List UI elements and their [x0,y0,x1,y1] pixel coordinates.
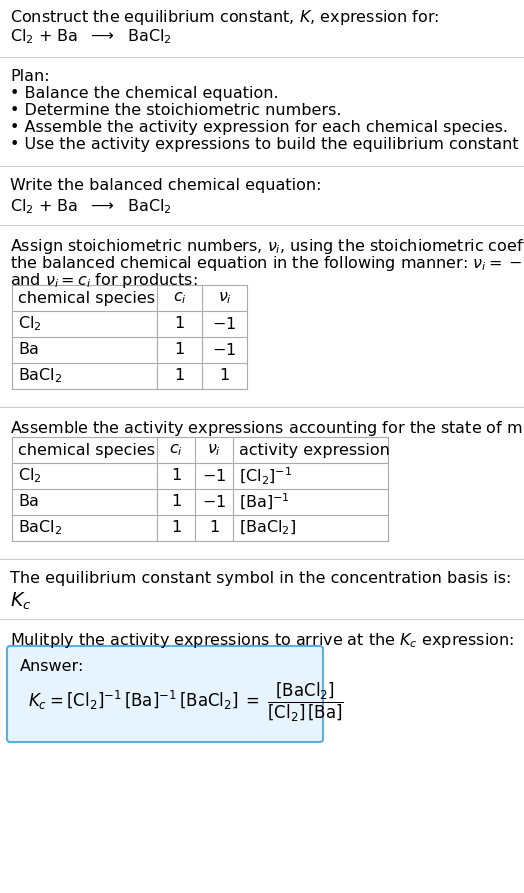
Text: chemical species: chemical species [18,290,155,305]
Text: 1: 1 [171,495,181,510]
Text: $[\mathrm{Cl_2}]^{-1}$: $[\mathrm{Cl_2}]^{-1}$ [239,465,292,487]
Text: $K_c$: $K_c$ [10,591,31,613]
Text: $\nu_i$: $\nu_i$ [217,290,232,305]
Text: $c_i$: $c_i$ [169,442,183,458]
Text: chemical species: chemical species [18,443,155,457]
Text: 1: 1 [171,521,181,536]
Text: Plan:: Plan: [10,69,50,84]
Text: $\mathrm{Cl_2}$: $\mathrm{Cl_2}$ [18,314,42,333]
Text: $\mathrm{Cl_2}$ + Ba  $\longrightarrow$  $\mathrm{BaCl_2}$: $\mathrm{Cl_2}$ + Ba $\longrightarrow$ $… [10,27,172,46]
Text: $[\mathrm{Ba}]^{-1}$: $[\mathrm{Ba}]^{-1}$ [239,492,290,512]
Text: $\mathrm{Cl_2}$: $\mathrm{Cl_2}$ [18,467,42,486]
Text: the balanced chemical equation in the following manner: $\nu_i = -c_i$ for react: the balanced chemical equation in the fo… [10,254,524,273]
Text: $c_i$: $c_i$ [172,290,187,305]
Text: $\mathrm{Cl_2}$ + Ba  $\longrightarrow$  $\mathrm{BaCl_2}$: $\mathrm{Cl_2}$ + Ba $\longrightarrow$ $… [10,197,172,216]
Text: • Assemble the activity expression for each chemical species.: • Assemble the activity expression for e… [10,120,508,135]
Text: Assign stoichiometric numbers, $\nu_i$, using the stoichiometric coefficients, $: Assign stoichiometric numbers, $\nu_i$, … [10,237,524,256]
Text: Write the balanced chemical equation:: Write the balanced chemical equation: [10,178,322,193]
Text: Construct the equilibrium constant, $K$, expression for:: Construct the equilibrium constant, $K$,… [10,8,439,27]
Text: • Use the activity expressions to build the equilibrium constant expression.: • Use the activity expressions to build … [10,137,524,152]
Text: $-1$: $-1$ [202,468,226,484]
Text: and $\nu_i = c_i$ for products:: and $\nu_i = c_i$ for products: [10,271,198,290]
Text: • Balance the chemical equation.: • Balance the chemical equation. [10,86,279,101]
Text: $\mathrm{BaCl_2}$: $\mathrm{BaCl_2}$ [18,519,62,538]
Text: Ba: Ba [18,495,39,510]
Text: 1: 1 [171,469,181,483]
Text: Ba: Ba [18,343,39,357]
Text: • Determine the stoichiometric numbers.: • Determine the stoichiometric numbers. [10,103,342,118]
Text: 1: 1 [174,316,184,331]
FancyBboxPatch shape [7,646,323,742]
Text: $-1$: $-1$ [202,494,226,510]
Text: 1: 1 [220,369,230,383]
Text: Assemble the activity expressions accounting for the state of matter and $\nu_i$: Assemble the activity expressions accoun… [10,419,524,438]
Text: $\mathrm{BaCl_2}$: $\mathrm{BaCl_2}$ [18,367,62,386]
Text: $-1$: $-1$ [212,342,236,358]
Text: 1: 1 [174,343,184,357]
Text: $-1$: $-1$ [212,316,236,332]
Text: 1: 1 [209,521,219,536]
Text: $K_c = [\mathrm{Cl_2}]^{-1}\,[\mathrm{Ba}]^{-1}\,[\mathrm{BaCl_2}]$$\; = \; \dfr: $K_c = [\mathrm{Cl_2}]^{-1}\,[\mathrm{Ba… [28,681,344,724]
Text: 1: 1 [174,369,184,383]
Text: $\nu_i$: $\nu_i$ [207,442,221,458]
Text: activity expression: activity expression [239,443,390,457]
Text: Answer:: Answer: [20,659,84,674]
Text: $[\mathrm{BaCl_2}]$: $[\mathrm{BaCl_2}]$ [239,519,296,538]
Text: Mulitply the activity expressions to arrive at the $K_c$ expression:: Mulitply the activity expressions to arr… [10,631,514,650]
Text: The equilibrium constant symbol in the concentration basis is:: The equilibrium constant symbol in the c… [10,571,511,586]
